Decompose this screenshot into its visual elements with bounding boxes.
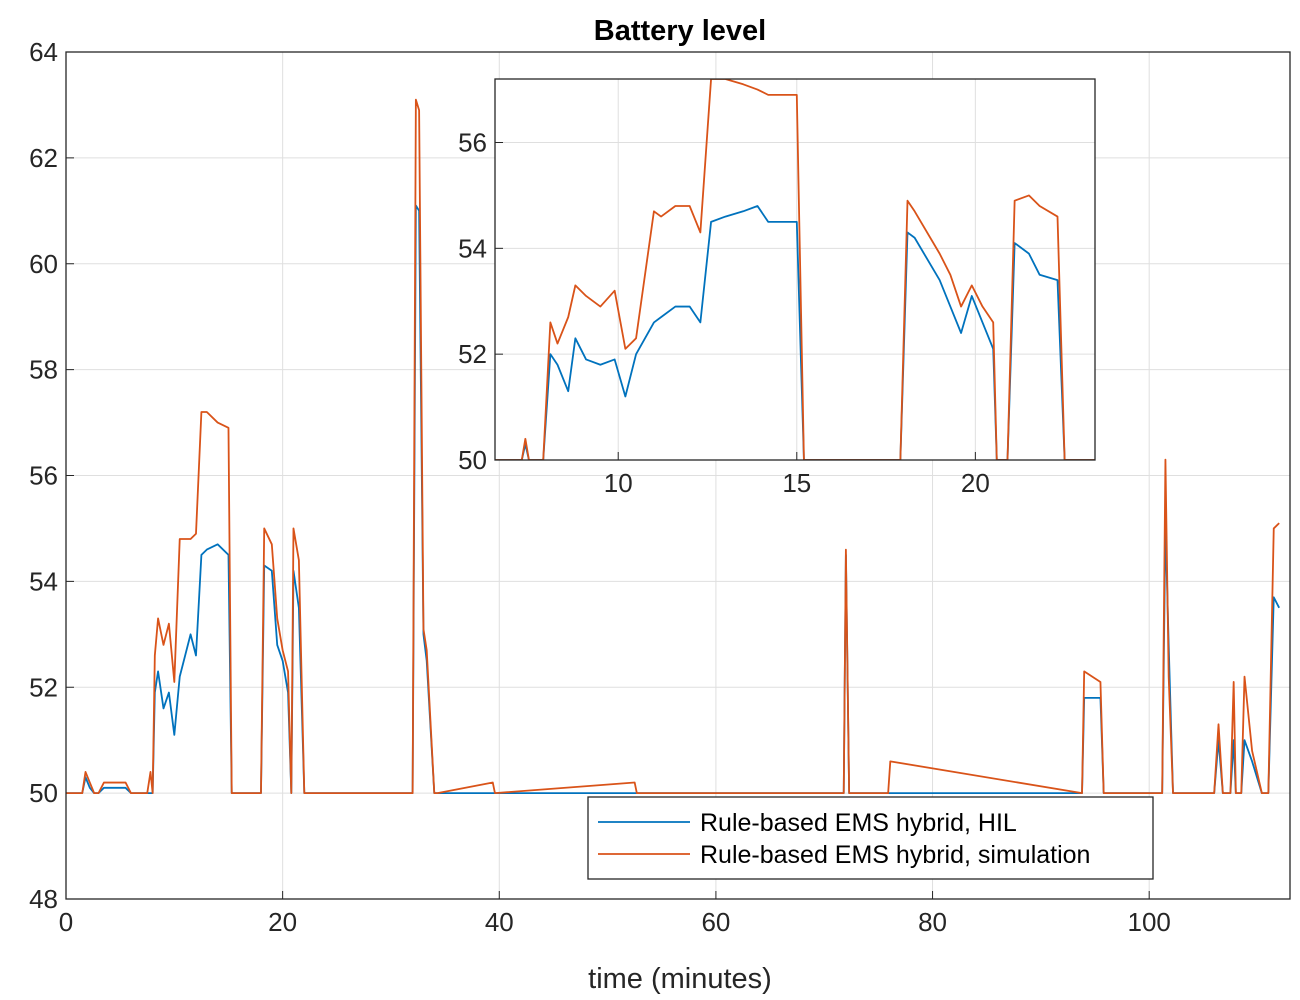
x-tick-label: 100 bbox=[1127, 907, 1170, 937]
x-tick-label: 0 bbox=[59, 907, 73, 937]
plot-area bbox=[495, 79, 1095, 460]
y-tick-label: 52 bbox=[458, 339, 487, 369]
y-tick-label: 50 bbox=[29, 778, 58, 808]
data-line bbox=[495, 205, 1095, 460]
x-axis-label: time (minutes) bbox=[588, 963, 772, 995]
legend-label: Rule-based EMS hybrid, simulation bbox=[700, 841, 1090, 869]
y-tick-label: 64 bbox=[29, 37, 58, 67]
plot-frame bbox=[65, 51, 1291, 900]
y-tick-label: 58 bbox=[29, 355, 58, 385]
y-tick-label: 48 bbox=[29, 884, 58, 914]
y-tick-label: 62 bbox=[29, 143, 58, 173]
chart-title: Battery level bbox=[594, 15, 767, 47]
data-line bbox=[66, 98, 1280, 795]
x-tick-label: 40 bbox=[485, 907, 514, 937]
legend: Rule-based EMS hybrid, HIL Rule-based EMS… bbox=[587, 796, 1154, 880]
y-tick-label: 56 bbox=[29, 461, 58, 491]
y-tick-label: 54 bbox=[458, 233, 487, 263]
legend-box bbox=[587, 796, 1154, 880]
y-tick-label: 50 bbox=[458, 445, 487, 475]
legend-label: Rule-based EMS hybrid, HIL bbox=[700, 809, 1017, 837]
y-tick-label: 56 bbox=[458, 128, 487, 158]
x-tick-label: 10 bbox=[604, 468, 633, 498]
y-tick-label: 54 bbox=[29, 566, 58, 596]
y-tick-label: 60 bbox=[29, 249, 58, 279]
x-tick-label: 20 bbox=[961, 468, 990, 498]
x-tick-label: 60 bbox=[701, 907, 730, 937]
y-tick-label: 52 bbox=[29, 672, 58, 702]
data-line bbox=[495, 79, 1095, 460]
inset-plot: 50 52 54 56 10 15 20 bbox=[458, 78, 1096, 498]
x-tick-label: 80 bbox=[918, 907, 947, 937]
plot-frame bbox=[494, 78, 1096, 461]
x-tick-label: 15 bbox=[782, 468, 811, 498]
x-tick-label: 20 bbox=[268, 907, 297, 937]
